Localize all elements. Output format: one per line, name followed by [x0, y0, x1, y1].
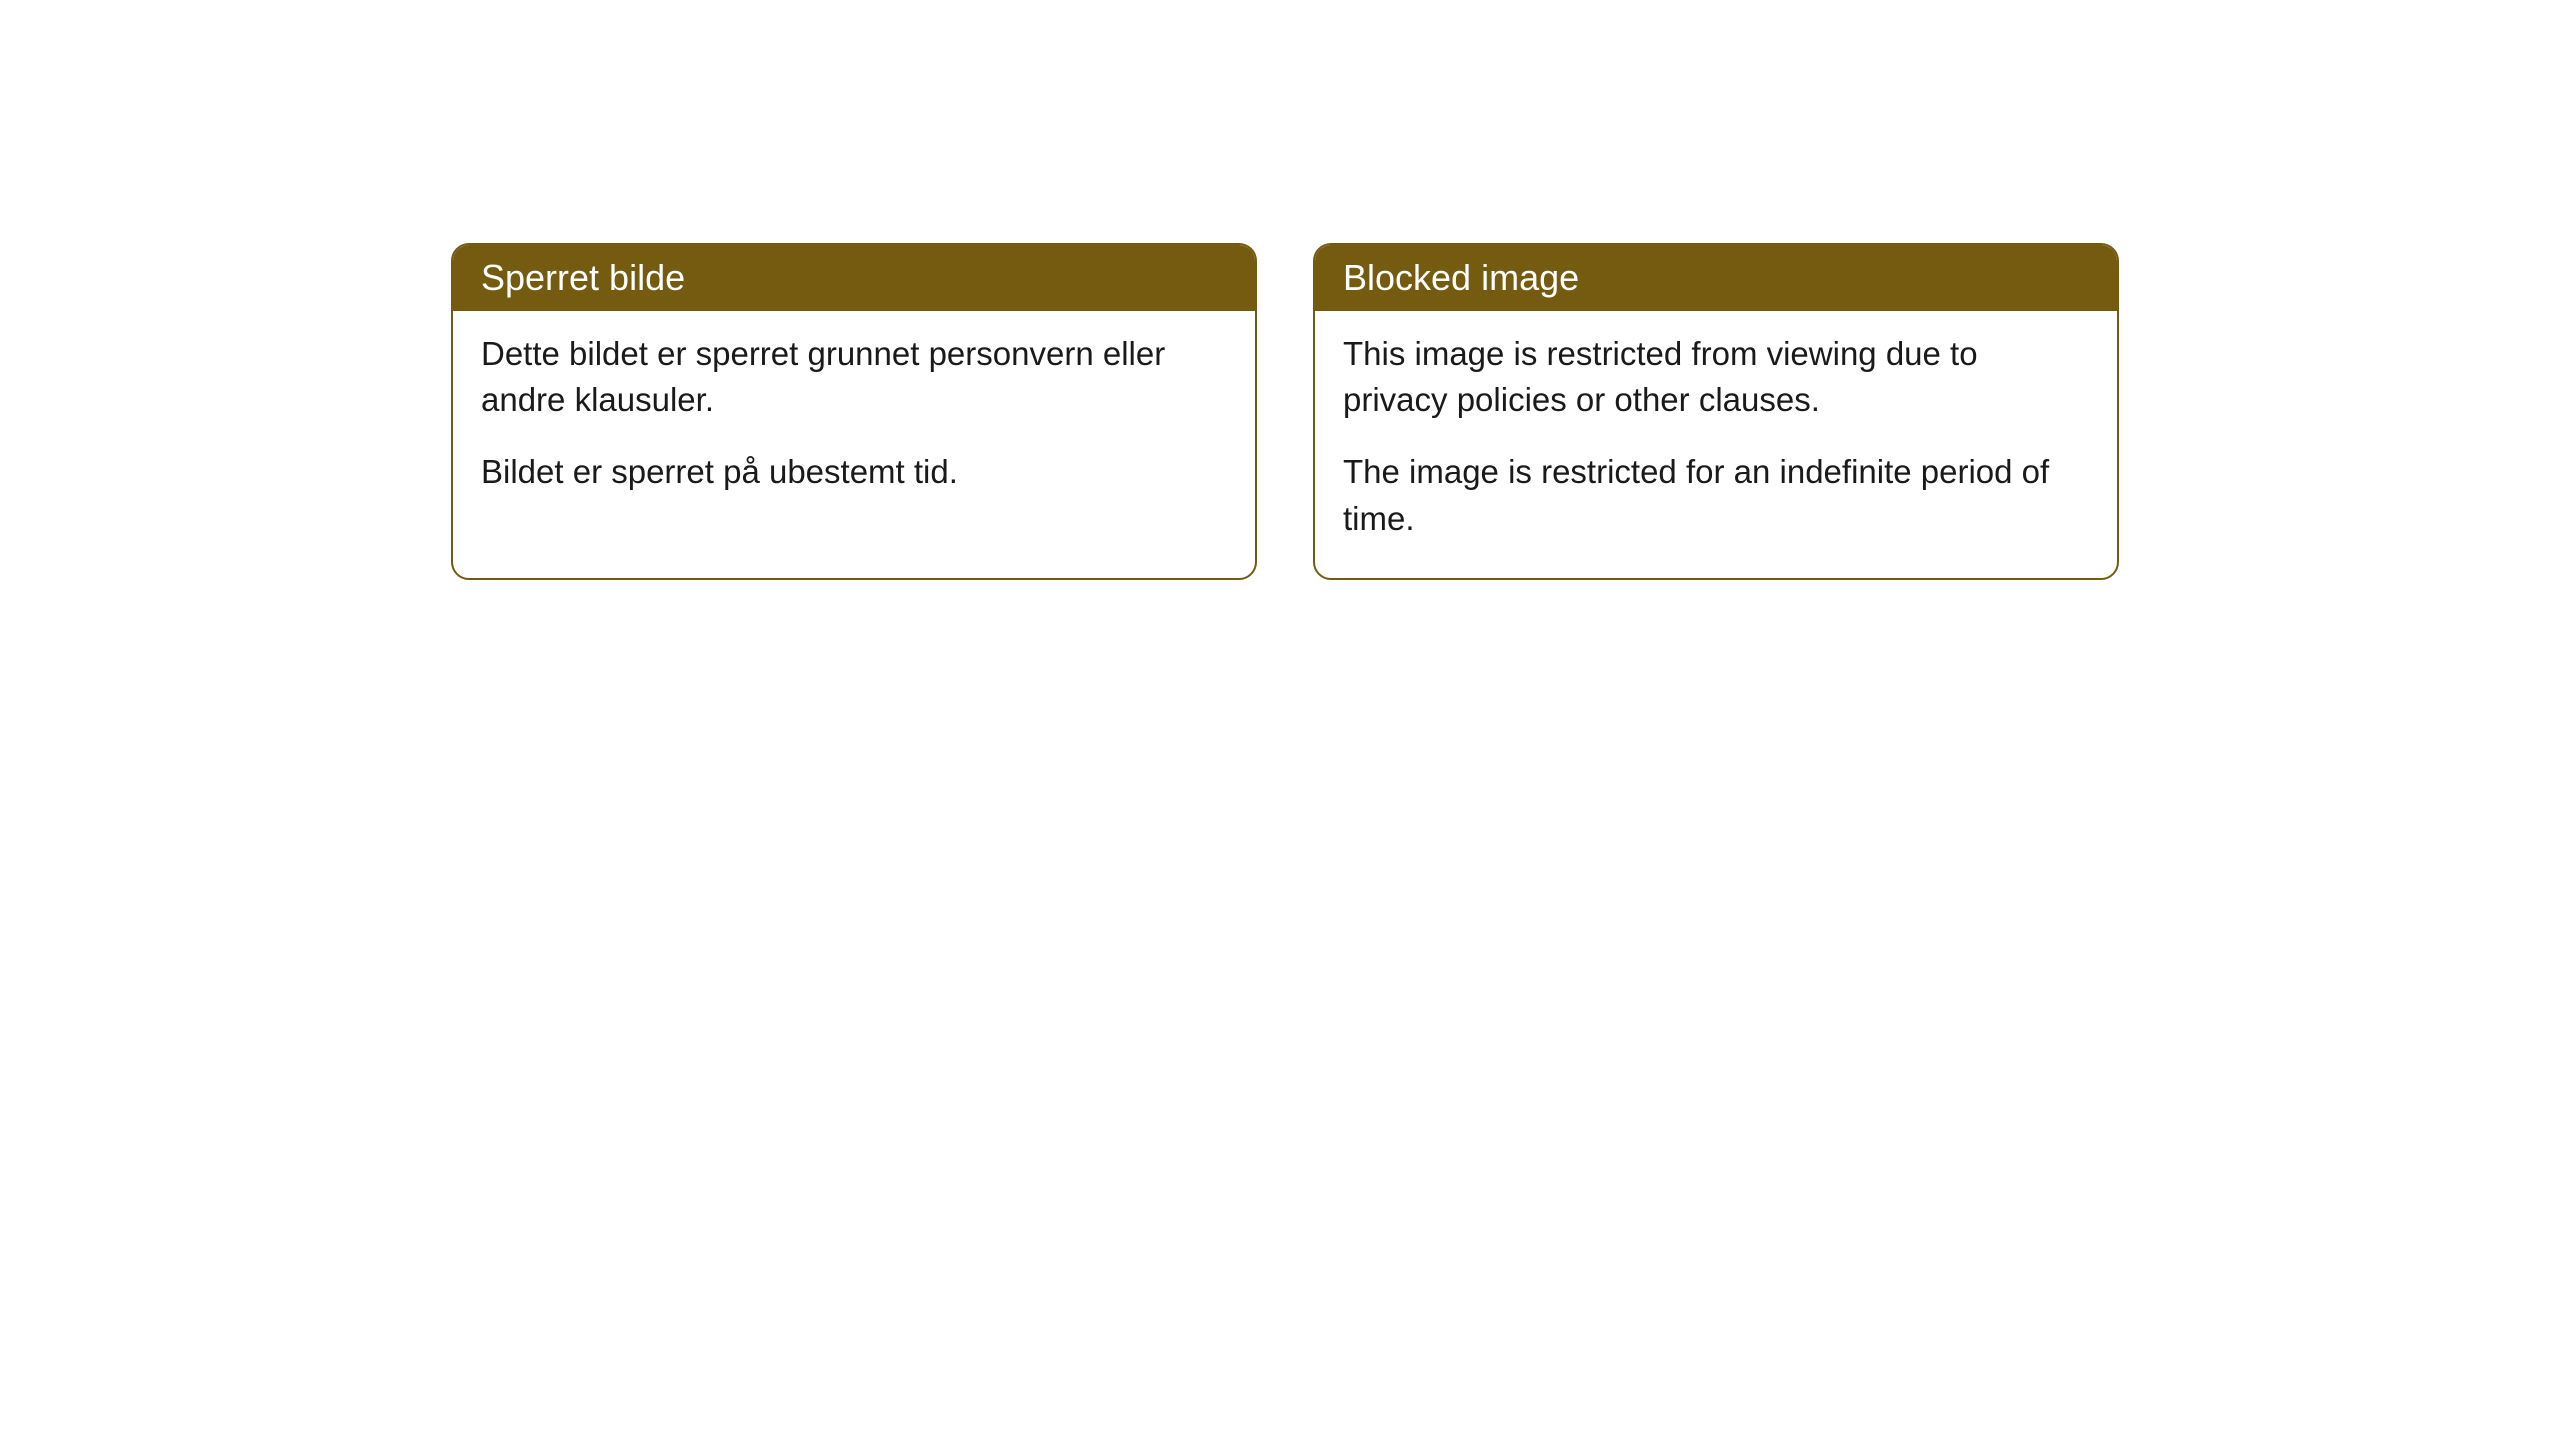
- card-header-en: Blocked image: [1315, 245, 2117, 311]
- card-text-en-2: The image is restricted for an indefinit…: [1343, 449, 2089, 541]
- card-norwegian: Sperret bilde Dette bildet er sperret gr…: [451, 243, 1257, 580]
- card-body-en: This image is restricted from viewing du…: [1315, 311, 2117, 578]
- card-text-no-2: Bildet er sperret på ubestemt tid.: [481, 449, 1227, 495]
- card-text-en-1: This image is restricted from viewing du…: [1343, 331, 2089, 423]
- card-english: Blocked image This image is restricted f…: [1313, 243, 2119, 580]
- card-text-no-1: Dette bildet er sperret grunnet personve…: [481, 331, 1227, 423]
- card-header-no: Sperret bilde: [453, 245, 1255, 311]
- cards-container: Sperret bilde Dette bildet er sperret gr…: [451, 243, 2119, 580]
- card-body-no: Dette bildet er sperret grunnet personve…: [453, 311, 1255, 532]
